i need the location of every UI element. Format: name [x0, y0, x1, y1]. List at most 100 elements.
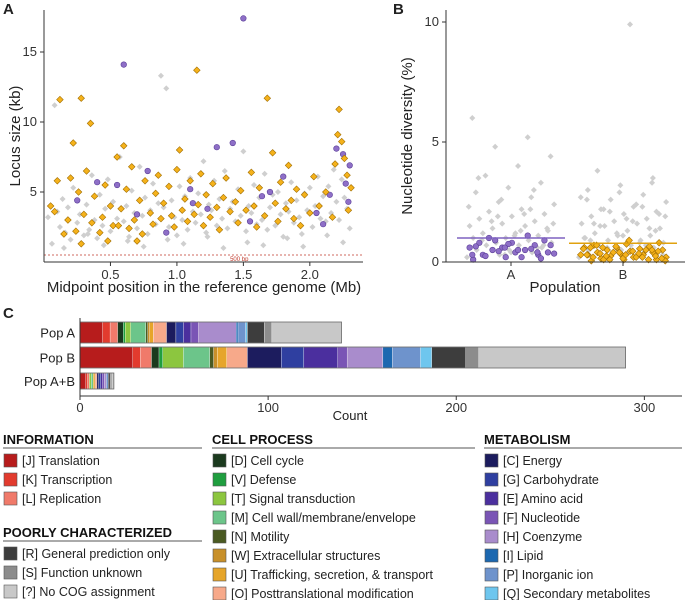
- scatter-point-orange: [88, 219, 96, 227]
- scatter-point-purple: [213, 144, 220, 151]
- legend-swatch: [212, 567, 227, 582]
- scatter-point-orange: [77, 94, 85, 102]
- legend-label: [H] Coenzyme: [503, 530, 582, 544]
- scatter-point-gray: [346, 225, 353, 232]
- scatter-point-gray: [165, 224, 172, 230]
- scatter-point-gray: [107, 228, 114, 235]
- scatter-point-orange: [53, 177, 62, 185]
- scatter-point-purple: [144, 167, 151, 175]
- strip-point-gray: [629, 218, 636, 225]
- scatter-point-orange: [181, 195, 189, 203]
- strip-point-gray: [486, 208, 492, 215]
- y-tick-label: 15: [23, 44, 37, 59]
- strip-point-gray: [600, 206, 607, 213]
- scatter-point-orange: [109, 221, 117, 230]
- legend-swatch: [212, 529, 227, 544]
- scatter-point-gray: [123, 203, 130, 209]
- y-axis-title: Locus size (kb): [7, 86, 24, 187]
- strip-point-gray: [607, 196, 614, 203]
- strip-point-gray: [646, 225, 653, 232]
- strip-point-gray: [639, 203, 646, 210]
- legend-title-information: INFORMATION: [3, 432, 94, 447]
- bar-segment-F: [337, 346, 348, 369]
- x-tick-label: 100: [257, 400, 279, 415]
- scatter-point-orange: [209, 179, 217, 188]
- strip-point-orange: [579, 245, 588, 253]
- strip-point-orange: [615, 248, 624, 257]
- strip-point-orange: [654, 247, 662, 255]
- scatter-point-purple: [187, 186, 194, 193]
- x-tick-label: 1.0: [168, 267, 186, 282]
- bar-segment-R: [431, 346, 466, 369]
- strip-point-orange: [644, 255, 653, 264]
- strip-point-gray: [531, 218, 538, 225]
- scatter-point-orange: [167, 212, 176, 220]
- scatter-point-purple: [258, 193, 266, 200]
- y-tick-label: 10: [425, 14, 439, 29]
- scatter-point-gray: [330, 166, 337, 173]
- scatter-point-orange: [344, 206, 353, 214]
- panel-label-c: C: [3, 305, 14, 322]
- scatter-point-gray: [176, 183, 183, 190]
- strip-point-gray: [476, 215, 483, 222]
- bar-segment-E: [100, 372, 103, 390]
- scatter-point-gray: [237, 212, 244, 219]
- legend-swatch: [484, 529, 499, 544]
- mean-lines: [457, 237, 677, 245]
- scatter-point-orange: [250, 202, 258, 210]
- strip-point-gray: [517, 227, 524, 234]
- strip-point-gray: [530, 187, 537, 193]
- scatter-point-orange: [96, 228, 104, 237]
- scatter-point-purple: [333, 145, 340, 152]
- scatter-point-orange: [173, 165, 181, 174]
- scatter-point-purple: [342, 180, 349, 187]
- legend-group-poorly: POORLY CHARACTERIZED [R] General predict…: [3, 525, 202, 599]
- scatter-point-gray: [240, 148, 247, 155]
- bar-segment-V: [158, 346, 163, 369]
- bar-segment-P: [392, 346, 421, 369]
- strip-point-orange: [577, 251, 585, 259]
- scatter-point-orange: [170, 223, 178, 231]
- scatter-point-gray: [120, 218, 127, 225]
- scatter-point-purple: [133, 211, 141, 218]
- scatter-point-orange: [347, 184, 355, 192]
- scatter-point-gray: [336, 217, 343, 223]
- strip-point-gray: [498, 196, 505, 203]
- scatter-point-orange: [331, 160, 339, 168]
- bar-segment-E: [303, 346, 338, 369]
- strip-point-gray: [492, 143, 499, 150]
- strip-point-gray: [663, 199, 670, 205]
- scatter-point-orange: [328, 213, 337, 221]
- scatter-point-orange: [338, 137, 346, 146]
- scatter-point-gray: [338, 176, 345, 183]
- bar-segment-R: [247, 321, 265, 344]
- bar-segment-T: [89, 372, 92, 390]
- scatter-point-gray: [293, 197, 300, 204]
- strip-point-purple: [482, 252, 489, 260]
- legend-label: [W] Extracellular structures: [231, 549, 380, 563]
- scatter-point-orange: [66, 174, 75, 182]
- scatter-point-purple: [94, 179, 101, 186]
- scatter-point-orange: [69, 139, 77, 147]
- scatter-point-purple: [189, 200, 196, 207]
- legend-swatch: [212, 586, 227, 600]
- legend-label: [N] Motility: [231, 530, 290, 544]
- scatter-point-gray: [204, 233, 211, 240]
- legend-group-cell: CELL PROCESS [D] Cell cycle [V] Defense [T…: [212, 432, 475, 600]
- bar-segment-S: [109, 372, 113, 390]
- strip-point-purple: [466, 244, 473, 251]
- scatter-point-gray: [94, 235, 101, 242]
- bar-segment-U: [217, 346, 227, 369]
- strip-point-gray: [605, 237, 612, 244]
- strip-point-gray: [521, 211, 528, 217]
- bar-segment-I: [382, 346, 393, 369]
- y-tick-label: 5: [432, 134, 439, 149]
- scatter-point-orange: [60, 230, 68, 238]
- scatter-point-orange: [56, 95, 64, 104]
- scatter-point-orange: [128, 163, 136, 171]
- scatter-point-gray: [195, 190, 202, 197]
- strip-point-orange: [602, 252, 611, 260]
- legend-label: [G] Carbohydrate: [503, 473, 599, 487]
- scatter-point-orange: [135, 196, 144, 205]
